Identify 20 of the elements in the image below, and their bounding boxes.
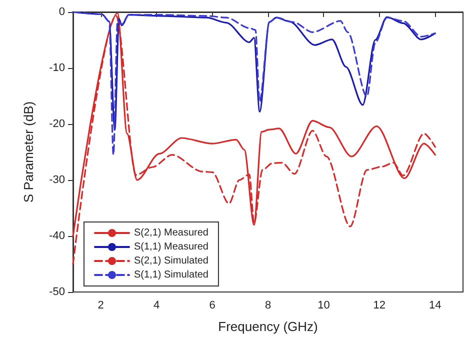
y-tick-label: -10 [49, 62, 65, 74]
x-tick-label: 2 [98, 300, 104, 312]
x-tick-label: 10 [318, 300, 330, 312]
y-axis-title: S Parameter (dB) [21, 101, 36, 203]
legend-label: S(1,1) Simulated [134, 270, 208, 280]
x-tick-label: 4 [154, 300, 160, 312]
line-series [72, 11, 436, 156]
y-tick-label: -40 [49, 230, 65, 242]
x-tick-label: 6 [209, 300, 216, 312]
x-tick-label: 12 [373, 300, 386, 312]
legend-label: S(2,1) Simulated [134, 256, 208, 266]
y-tick-label: 0 [58, 6, 65, 18]
x-tick-label: 8 [264, 300, 272, 312]
legend-label: S(1,1) Measured [134, 242, 208, 252]
legend-label: S(2,1) Measured [134, 228, 208, 238]
y-tick-label: -50 [49, 286, 65, 298]
x-tick-label: 14 [429, 300, 442, 312]
y-tick-label: -20 [49, 118, 65, 130]
x-axis-title: Frequency (GHz) [218, 319, 318, 334]
y-tick-label: -30 [49, 174, 65, 186]
